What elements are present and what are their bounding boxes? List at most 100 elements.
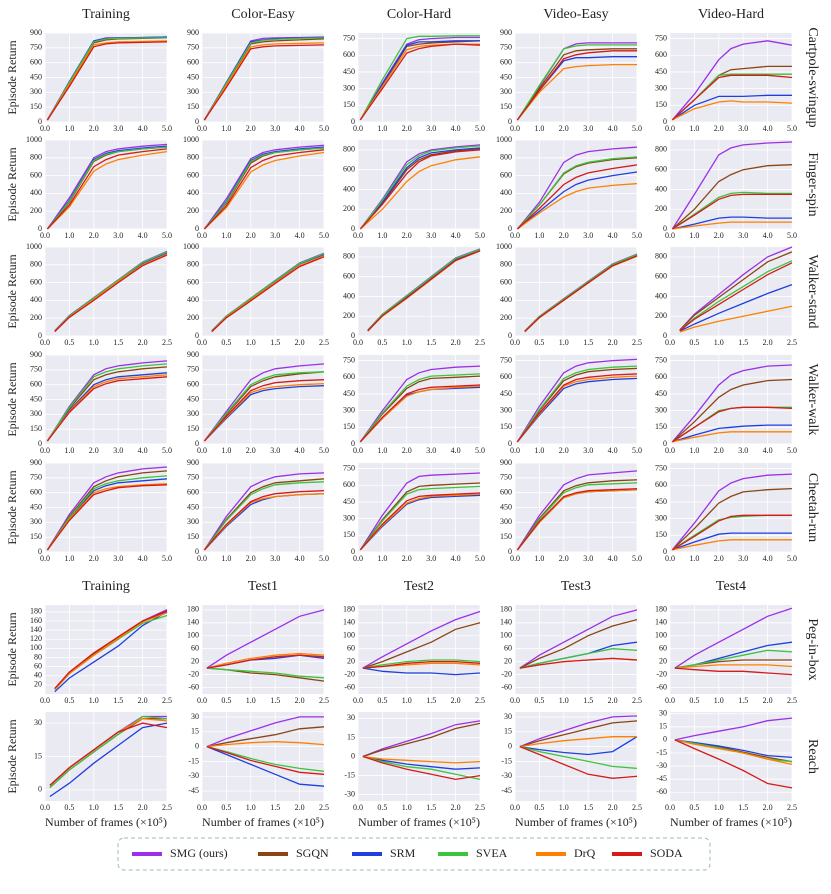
y-tick-label: 600 [500,57,512,66]
series-line [519,609,638,669]
x-tick-label: 5.0 [475,124,485,133]
x-tick-label: 0.0 [197,338,207,347]
series-line [49,715,168,789]
y-tick-label: 300 [500,87,512,96]
plot-area [515,355,637,444]
series-line [517,182,638,230]
y-tick-label: 450 [187,394,199,403]
y-tick-label: 300 [30,517,42,526]
y-tick-label: 140 [187,618,199,627]
y-tick-label: 600 [343,271,355,280]
row-label: Walker-walk [805,364,820,436]
series-line [203,379,325,442]
y-tick-label: 100 [655,631,667,640]
x-tick-label: 1.5 [738,696,748,705]
x-tick-label: 4.0 [138,124,148,133]
y-tick-label: 400 [187,188,199,197]
y-tick-label: 200 [187,313,199,322]
y-tick-label: 180 [500,605,512,614]
plot-area [670,140,792,229]
series-line [519,720,638,748]
x-tick-label: 1.0 [534,554,544,563]
series-line [516,365,638,443]
y-tick-label: 0 [663,117,667,126]
y-tick-label: -15 [656,748,667,757]
y-tick-label: 600 [655,480,667,489]
plot-area [670,355,792,444]
y-tick-label: 300 [187,517,199,526]
y-tick-label: 800 [187,153,199,162]
x-tick-label: 0.0 [353,696,363,705]
series-line [672,193,792,230]
series-line [672,94,792,121]
x-tick-label: 2.0 [559,124,569,133]
y-tick-label: 150 [343,530,355,539]
y-tick-label: -20 [656,669,667,678]
panel-title: Test2 [404,579,434,594]
y-tick-label: 30 [191,712,199,721]
series-line [46,374,168,442]
row-label: Reach [805,739,820,774]
y-tick-label: 150 [500,102,512,111]
series-line [203,490,325,551]
series-line [203,383,325,442]
series-line [206,716,324,748]
series-line [516,375,638,443]
series-line [674,739,793,789]
series-line [46,150,168,230]
x-tick-label: 0.0 [197,124,207,133]
x-tick-label: 2.0 [608,696,618,705]
y-tick-label: 0 [351,547,355,556]
series-line [516,48,637,121]
series-line [674,667,793,676]
x-tick-label: 1.0 [534,231,544,240]
x-tick-label: 2.0 [559,231,569,240]
y-tick-label: 600 [187,487,199,496]
y-tick-label: 200 [187,206,199,215]
y-tick-label: 0 [351,331,355,340]
y-tick-label: 0 [38,224,42,233]
y-tick-label: 800 [500,153,512,162]
y-tick-label: 15 [659,722,667,731]
x-tick-label: 1.0 [246,803,256,812]
x-tick-label: 2.0 [714,124,724,133]
y-tick-label: 0 [351,751,355,760]
series-line [203,144,325,230]
y-tick-label: 0 [195,117,199,126]
x-tick-label: 2.5 [787,338,797,347]
x-tick-label: 5.0 [162,446,172,455]
y-axis-label: Episode Return [5,470,19,544]
y-tick-label: -20 [501,669,512,678]
y-tick-label: -60 [501,682,512,691]
series-line [362,667,481,676]
series-line [211,256,325,333]
row-label: Cartpole-swingup [805,27,820,127]
x-tick-label: 0.0 [40,696,50,705]
series-line [672,532,792,551]
x-tick-label: 0.5 [221,338,231,347]
y-tick-label: 0 [663,735,667,744]
series-line [674,717,793,741]
y-tick-label: 300 [343,513,355,522]
series-line [519,715,638,748]
x-tick-label: 0.5 [221,803,231,812]
series-line [211,253,325,332]
x-tick-label: 1.0 [221,231,231,240]
y-tick-label: 0 [508,117,512,126]
x-tick-label: 0.0 [510,554,520,563]
x-tick-label: 1.0 [246,696,256,705]
series-line [516,377,638,443]
row-label: Peg-in-box [805,618,820,680]
x-tick-label: 3.0 [583,446,593,455]
series-line [679,283,793,332]
series-line [671,378,793,443]
y-tick-label: 1000 [26,242,42,251]
y-tick-label: 400 [655,184,667,193]
x-tick-label: 0.0 [510,231,520,240]
x-tick-label: 5.0 [319,231,329,240]
y-tick-label: 750 [187,365,199,374]
y-tick-label: 1000 [496,242,512,251]
row-label: Cheetah-run [805,473,820,542]
series-line [671,74,793,121]
